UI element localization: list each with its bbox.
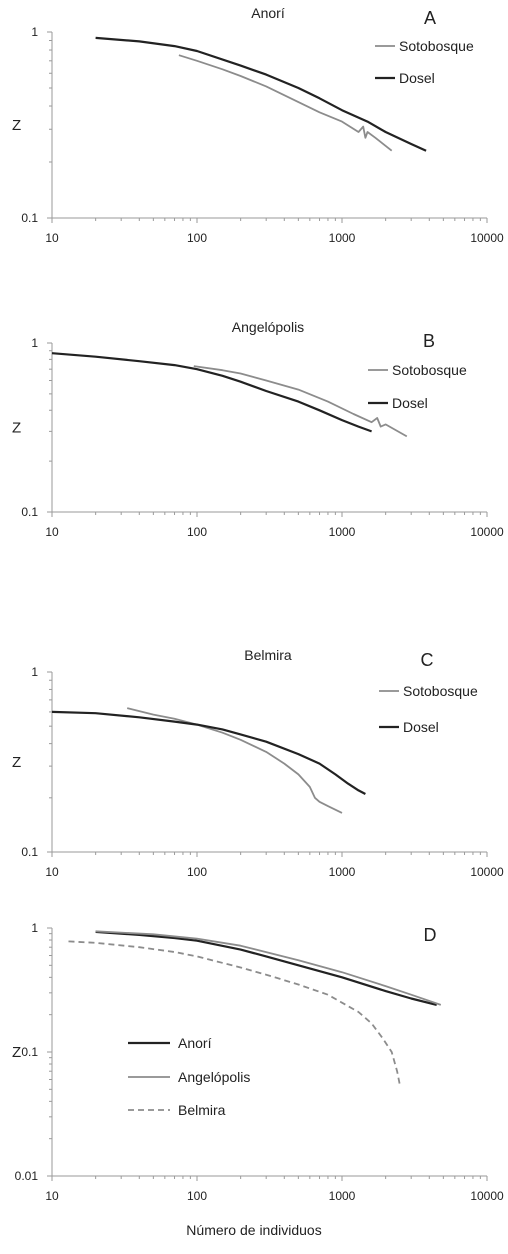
y-tick-label: 1: [31, 665, 38, 679]
legend-label: Dosel: [403, 719, 439, 735]
y-axis-label: Z: [12, 754, 21, 771]
y-axis-label: Z: [12, 420, 21, 437]
x-tick-label: 10000: [470, 865, 504, 879]
series-line-1: [126, 707, 343, 814]
x-tick-label: 10000: [470, 1189, 504, 1203]
x-tick-label: 100: [187, 1189, 207, 1203]
series-line-2: [51, 352, 372, 433]
y-tick-label: 0.1: [21, 1045, 38, 1059]
chart-panel-b: 10 100 1000 10000 0.1 1 Z Angelópolis B Sotobosqu…: [12, 319, 504, 539]
panel-letter: C: [421, 650, 434, 670]
legend-label: Dosel: [399, 70, 435, 86]
legend-label: Belmira: [178, 1102, 226, 1118]
x-tick-label: 100: [187, 231, 207, 245]
y-axis-label: Z: [12, 1044, 21, 1061]
panel-letter: B: [423, 331, 435, 351]
series-line-2: [95, 930, 442, 1006]
panel-letter: D: [424, 925, 437, 945]
x-tick-label: 10: [45, 865, 59, 879]
legend-label: Angelópolis: [178, 1069, 250, 1085]
series-line-1: [193, 365, 408, 438]
y-tick-label: 1: [31, 336, 38, 350]
x-tick-label: 10: [45, 525, 59, 539]
legend-label: Dosel: [392, 395, 428, 411]
legend-label: Sotobosque: [392, 362, 467, 378]
y-tick-label: 0.1: [21, 505, 38, 519]
legend-label: Sotobosque: [399, 38, 474, 54]
y-axis-label: Z: [12, 117, 21, 134]
series-line-1: [95, 930, 437, 1006]
x-tick-label: 10: [45, 231, 59, 245]
x-tick-label: 10000: [470, 525, 504, 539]
panel-letter: A: [424, 8, 436, 28]
x-tick-label: 10: [45, 1189, 59, 1203]
x-tick-label: 10000: [470, 231, 504, 245]
y-tick-label: 0.01: [15, 1169, 39, 1183]
series-line-2: [95, 36, 427, 152]
legend-label: Sotobosque: [403, 683, 478, 699]
chart-panel-a: 10 100 1000 10000 0.1 1 Z Anorí A Sotobosque Dosel: [12, 5, 504, 245]
panel-title: Belmira: [244, 647, 292, 663]
chart-panel-d: 10 100 1000 10000 0.01 0.1 1 Z D Anorí Angelópolis…: [12, 921, 504, 1203]
x-tick-label: 1000: [329, 231, 356, 245]
x-tick-label: 1000: [329, 865, 356, 879]
series-line-1: [178, 54, 393, 152]
x-tick-label: 100: [187, 865, 207, 879]
series-line-3: [68, 940, 401, 1085]
y-tick-label: 0.1: [21, 845, 38, 859]
panel-title: Angelópolis: [232, 319, 304, 335]
x-tick-label: 100: [187, 525, 207, 539]
y-tick-label: 0.1: [21, 211, 38, 225]
y-tick-label: 1: [31, 25, 38, 39]
panel-title: Anorí: [251, 5, 285, 21]
x-tick-label: 1000: [329, 1189, 356, 1203]
x-tick-label: 1000: [329, 525, 356, 539]
series-line-2: [51, 710, 366, 795]
y-tick-label: 1: [31, 921, 38, 935]
legend-label: Anorí: [178, 1035, 212, 1051]
chart-panel-c: 10 100 1000 10000 0.1 1 Z Belmira C Sotobosque Dos…: [12, 647, 504, 879]
x-axis-title: Número de individuos: [186, 1222, 322, 1238]
